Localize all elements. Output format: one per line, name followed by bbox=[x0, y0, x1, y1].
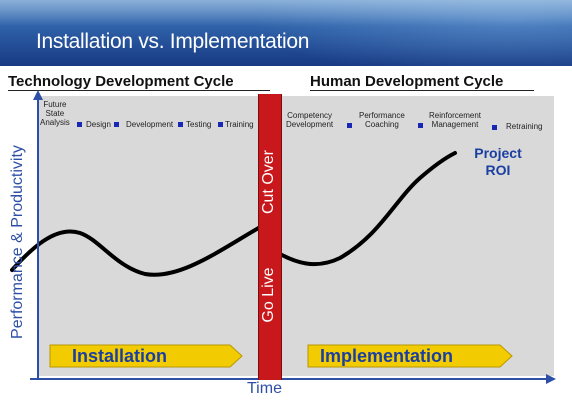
phase-retraining: Retraining bbox=[506, 122, 543, 131]
phase-future-state-analysis: Future State Analysis bbox=[40, 100, 70, 127]
installation-label: Installation bbox=[72, 346, 168, 366]
phase-reinforcement-management: Reinforcement Management bbox=[429, 111, 482, 129]
phase-bullet-icon bbox=[178, 122, 183, 127]
cutover-label: Cut Over bbox=[260, 150, 277, 215]
banner-swoosh bbox=[250, 0, 572, 66]
y-axis-label: Performance & Productivity bbox=[9, 145, 26, 339]
phase-bullet-icon bbox=[114, 122, 119, 127]
project-roi-label: Project ROI bbox=[474, 145, 522, 178]
phase-design: Design bbox=[86, 120, 111, 129]
phase-development: Development bbox=[126, 120, 174, 129]
phase-bullet-icon bbox=[218, 122, 223, 127]
implementation-label: Implementation bbox=[320, 346, 454, 366]
banner-shine bbox=[0, 0, 572, 26]
plot-area bbox=[38, 96, 554, 376]
phase-testing: Testing bbox=[186, 120, 212, 129]
human-cycle-title: Human Development Cycle bbox=[310, 73, 504, 90]
phase-bullet-icon bbox=[77, 122, 82, 127]
cutover-bar bbox=[258, 94, 282, 380]
performance-curve-recovery bbox=[278, 151, 457, 267]
implementation-arrow bbox=[307, 344, 513, 368]
phase-training: Training bbox=[225, 120, 254, 129]
performance-curve bbox=[10, 224, 264, 277]
x-axis-arrowhead bbox=[546, 374, 556, 384]
phase-competency-development: Competency Development bbox=[286, 111, 334, 129]
phase-bullet-icon bbox=[492, 125, 497, 130]
y-axis-arrowhead bbox=[33, 90, 43, 100]
title-banner: Installation vs. Implementation bbox=[0, 0, 572, 66]
human-cycle-underline bbox=[310, 90, 534, 91]
technology-cycle-underline bbox=[8, 90, 270, 91]
x-axis-label: Time bbox=[247, 380, 282, 397]
slide-title: Installation vs. Implementation bbox=[36, 30, 310, 53]
installation-arrow bbox=[49, 344, 243, 368]
go-live-label: Go Live bbox=[260, 267, 277, 323]
phase-bullet-icon bbox=[347, 123, 352, 128]
technology-cycle-title: Technology Development Cycle bbox=[8, 73, 234, 90]
phase-bullet-icon bbox=[418, 123, 423, 128]
phase-performance-coaching: Performance Coaching bbox=[359, 111, 405, 129]
